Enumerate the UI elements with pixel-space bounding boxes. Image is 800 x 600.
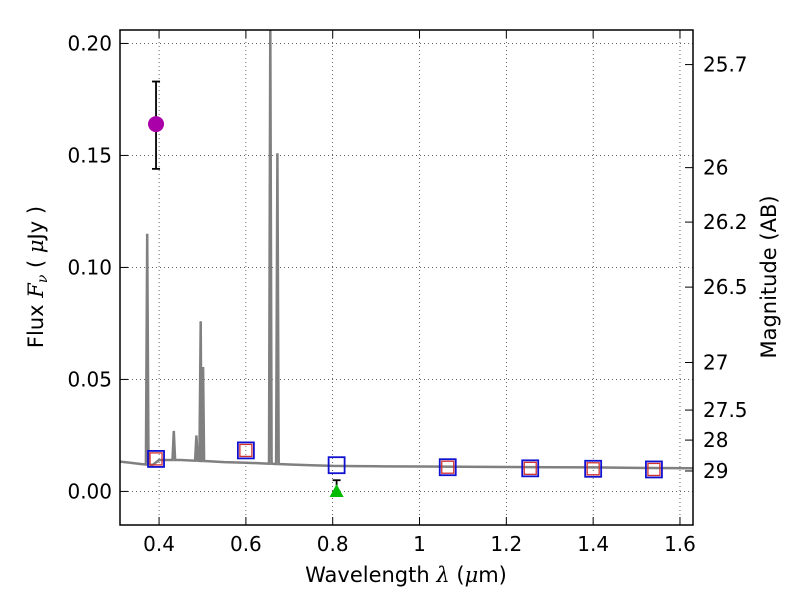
grid bbox=[120, 30, 693, 525]
model-photometry-point bbox=[236, 441, 255, 460]
mag-tick-label: 29 bbox=[703, 459, 728, 483]
x-tick-label: 1.6 bbox=[664, 532, 696, 556]
x-tick-label: 1 bbox=[413, 532, 426, 556]
mag-tick-label: 26.2 bbox=[703, 210, 748, 234]
y-tick-label: 0.20 bbox=[67, 31, 112, 55]
upper-limit-point bbox=[329, 483, 344, 497]
x-axis-label: Wavelength λ (μm) bbox=[305, 563, 507, 587]
model-photometry-point bbox=[438, 458, 457, 477]
mag-tick-label: 26 bbox=[703, 156, 728, 180]
ticks: 0.4 0.6 0.8 1 1.2 1.4 1.6 0.00 0.05 0.10 0.15 0.20 2… bbox=[67, 30, 748, 556]
y-tick-label: 0.15 bbox=[67, 143, 112, 167]
model-photometry-point bbox=[327, 456, 346, 475]
mag-tick-label: 28 bbox=[703, 428, 728, 452]
x-tick-label: 0.6 bbox=[230, 532, 262, 556]
y2-axis-label: Magnitude (AB) bbox=[757, 195, 781, 358]
observed-point bbox=[441, 460, 455, 474]
mag-tick-label: 25.7 bbox=[703, 53, 748, 77]
detection-point bbox=[148, 116, 165, 133]
y-tick-label: 0.00 bbox=[67, 479, 112, 503]
sed-model-line bbox=[120, 30, 693, 470]
observed-point bbox=[586, 462, 600, 476]
y-tick-label: 0.05 bbox=[67, 367, 112, 391]
observed-point bbox=[647, 462, 661, 477]
observed-point bbox=[239, 443, 253, 458]
mag-tick-label: 26.5 bbox=[703, 275, 748, 299]
x-tick-label: 1.4 bbox=[577, 532, 609, 556]
model-photometry-point bbox=[645, 460, 663, 479]
model-photometry-point bbox=[147, 450, 165, 468]
x-tick-label: 0.4 bbox=[143, 532, 175, 556]
mag-tick-label: 27.5 bbox=[703, 398, 748, 422]
series bbox=[120, 30, 693, 497]
x-tick-label: 0.8 bbox=[317, 532, 349, 556]
observed-point bbox=[523, 461, 537, 475]
y-tick-label: 0.10 bbox=[67, 255, 112, 279]
x-tick-label: 1.2 bbox=[490, 532, 522, 556]
mag-tick-label: 27 bbox=[703, 351, 728, 375]
observed-point bbox=[149, 452, 163, 466]
plot-frame bbox=[119, 29, 694, 526]
model-photometry-point bbox=[584, 459, 603, 478]
y-axis-label: Flux Fν ( μJy ) bbox=[24, 206, 51, 348]
model-photometry-point bbox=[521, 459, 540, 478]
